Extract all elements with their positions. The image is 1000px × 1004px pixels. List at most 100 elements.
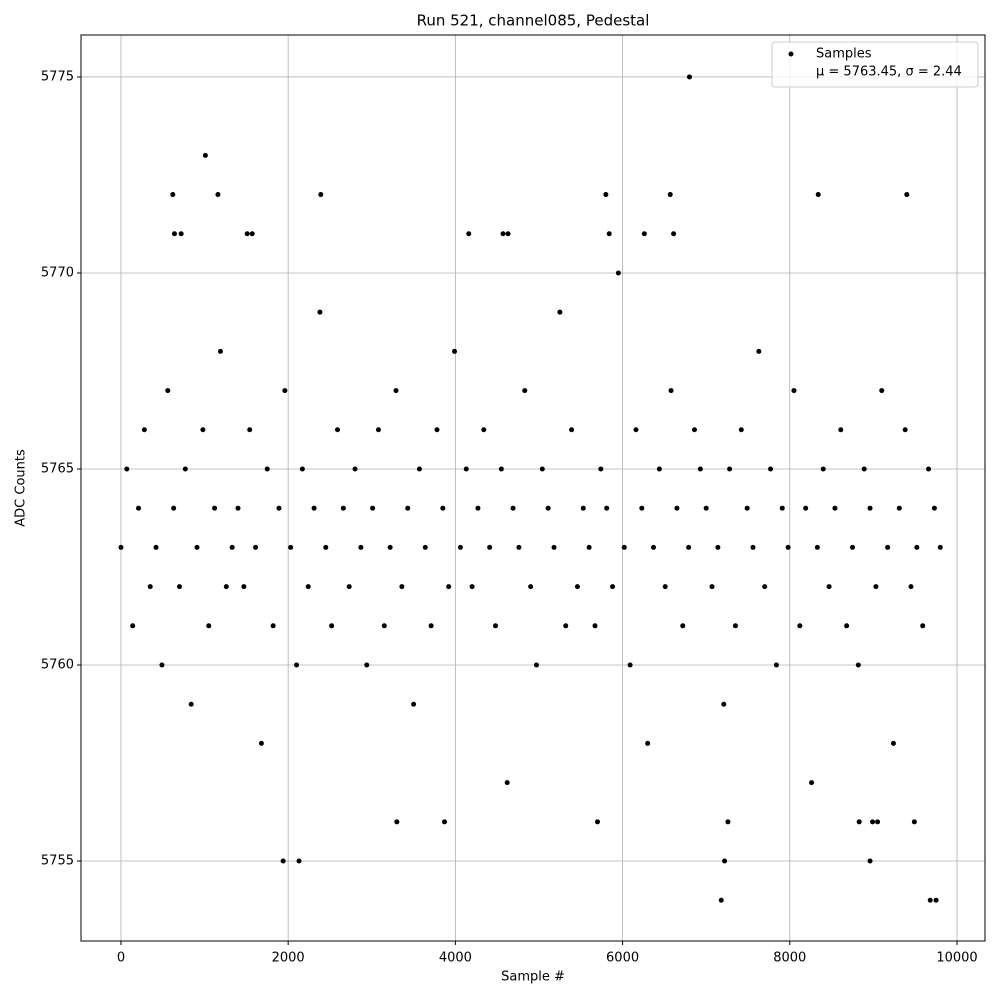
series-points <box>118 74 943 903</box>
data-point <box>200 427 206 433</box>
data-point <box>849 544 855 550</box>
data-point <box>580 505 586 511</box>
data-point <box>815 192 821 198</box>
data-point <box>779 505 785 511</box>
data-point <box>606 231 612 237</box>
data-point <box>838 427 844 433</box>
data-point <box>856 819 862 825</box>
data-point <box>249 231 255 237</box>
data-point <box>674 505 680 511</box>
data-point <box>680 623 686 629</box>
data-point <box>875 819 881 825</box>
data-point <box>215 192 221 198</box>
data-point <box>165 388 171 394</box>
data-point <box>212 505 218 511</box>
data-point <box>594 819 600 825</box>
data-point <box>615 270 621 276</box>
data-point <box>697 466 703 472</box>
data-point <box>908 584 914 590</box>
data-point <box>153 544 159 550</box>
data-point <box>352 466 358 472</box>
data-point <box>604 505 610 511</box>
data-point <box>323 544 329 550</box>
data-point <box>855 662 861 668</box>
data-point <box>603 192 609 198</box>
data-point <box>223 584 229 590</box>
data-point <box>288 544 294 550</box>
data-point <box>797 623 803 629</box>
data-point <box>159 662 165 668</box>
data-point <box>551 544 557 550</box>
data-point <box>738 427 744 433</box>
data-point <box>440 505 446 511</box>
legend-marker <box>788 51 794 57</box>
data-point <box>434 427 440 433</box>
data-point <box>586 544 592 550</box>
data-point <box>933 897 939 903</box>
x-tick-label: 0 <box>117 951 125 966</box>
data-point <box>727 466 733 472</box>
data-point <box>809 780 815 786</box>
data-point <box>170 192 176 198</box>
data-point <box>885 544 891 550</box>
data-point <box>393 388 399 394</box>
data-point <box>387 544 393 550</box>
data-point <box>937 544 943 550</box>
data-point <box>276 505 282 511</box>
data-point <box>750 544 756 550</box>
data-point <box>176 584 182 590</box>
data-point <box>709 584 715 590</box>
data-point <box>270 623 276 629</box>
legend-box <box>771 41 979 88</box>
data-point <box>504 780 510 786</box>
data-point <box>481 427 487 433</box>
data-point <box>662 584 668 590</box>
legend-label: Samples <box>816 47 872 62</box>
data-point <box>394 819 400 825</box>
data-point <box>405 505 411 511</box>
data-point <box>610 584 616 590</box>
data-point <box>896 505 902 511</box>
data-point <box>522 388 528 394</box>
data-point <box>691 427 697 433</box>
data-point <box>241 584 247 590</box>
data-point <box>639 505 645 511</box>
data-point <box>667 192 673 198</box>
data-point <box>498 466 504 472</box>
data-point <box>904 192 910 198</box>
data-point <box>533 662 539 668</box>
data-point <box>627 662 633 668</box>
data-point <box>370 505 376 511</box>
data-point <box>651 544 657 550</box>
data-point <box>171 505 177 511</box>
data-point <box>686 74 692 80</box>
data-point <box>442 819 448 825</box>
data-point <box>773 662 779 668</box>
data-point <box>500 231 506 237</box>
data-point <box>311 505 317 511</box>
data-point <box>136 505 142 511</box>
data-point <box>182 466 188 472</box>
data-point <box>466 231 472 237</box>
data-point <box>516 544 522 550</box>
x-tick-label: 2000 <box>272 951 305 966</box>
data-point <box>493 623 499 629</box>
data-point <box>686 544 692 550</box>
data-point <box>668 388 674 394</box>
y-tick-label: 5775 <box>41 69 74 84</box>
data-point <box>867 505 873 511</box>
data-point <box>247 427 253 433</box>
data-point <box>914 544 920 550</box>
data-point <box>487 544 493 550</box>
data-point <box>318 192 324 198</box>
data-point <box>299 466 305 472</box>
data-point <box>867 858 873 864</box>
data-point <box>703 505 709 511</box>
data-point <box>147 584 153 590</box>
data-point <box>592 623 598 629</box>
plot-frame <box>80 34 986 942</box>
data-point <box>124 466 130 472</box>
data-point <box>725 819 731 825</box>
data-point <box>722 858 728 864</box>
